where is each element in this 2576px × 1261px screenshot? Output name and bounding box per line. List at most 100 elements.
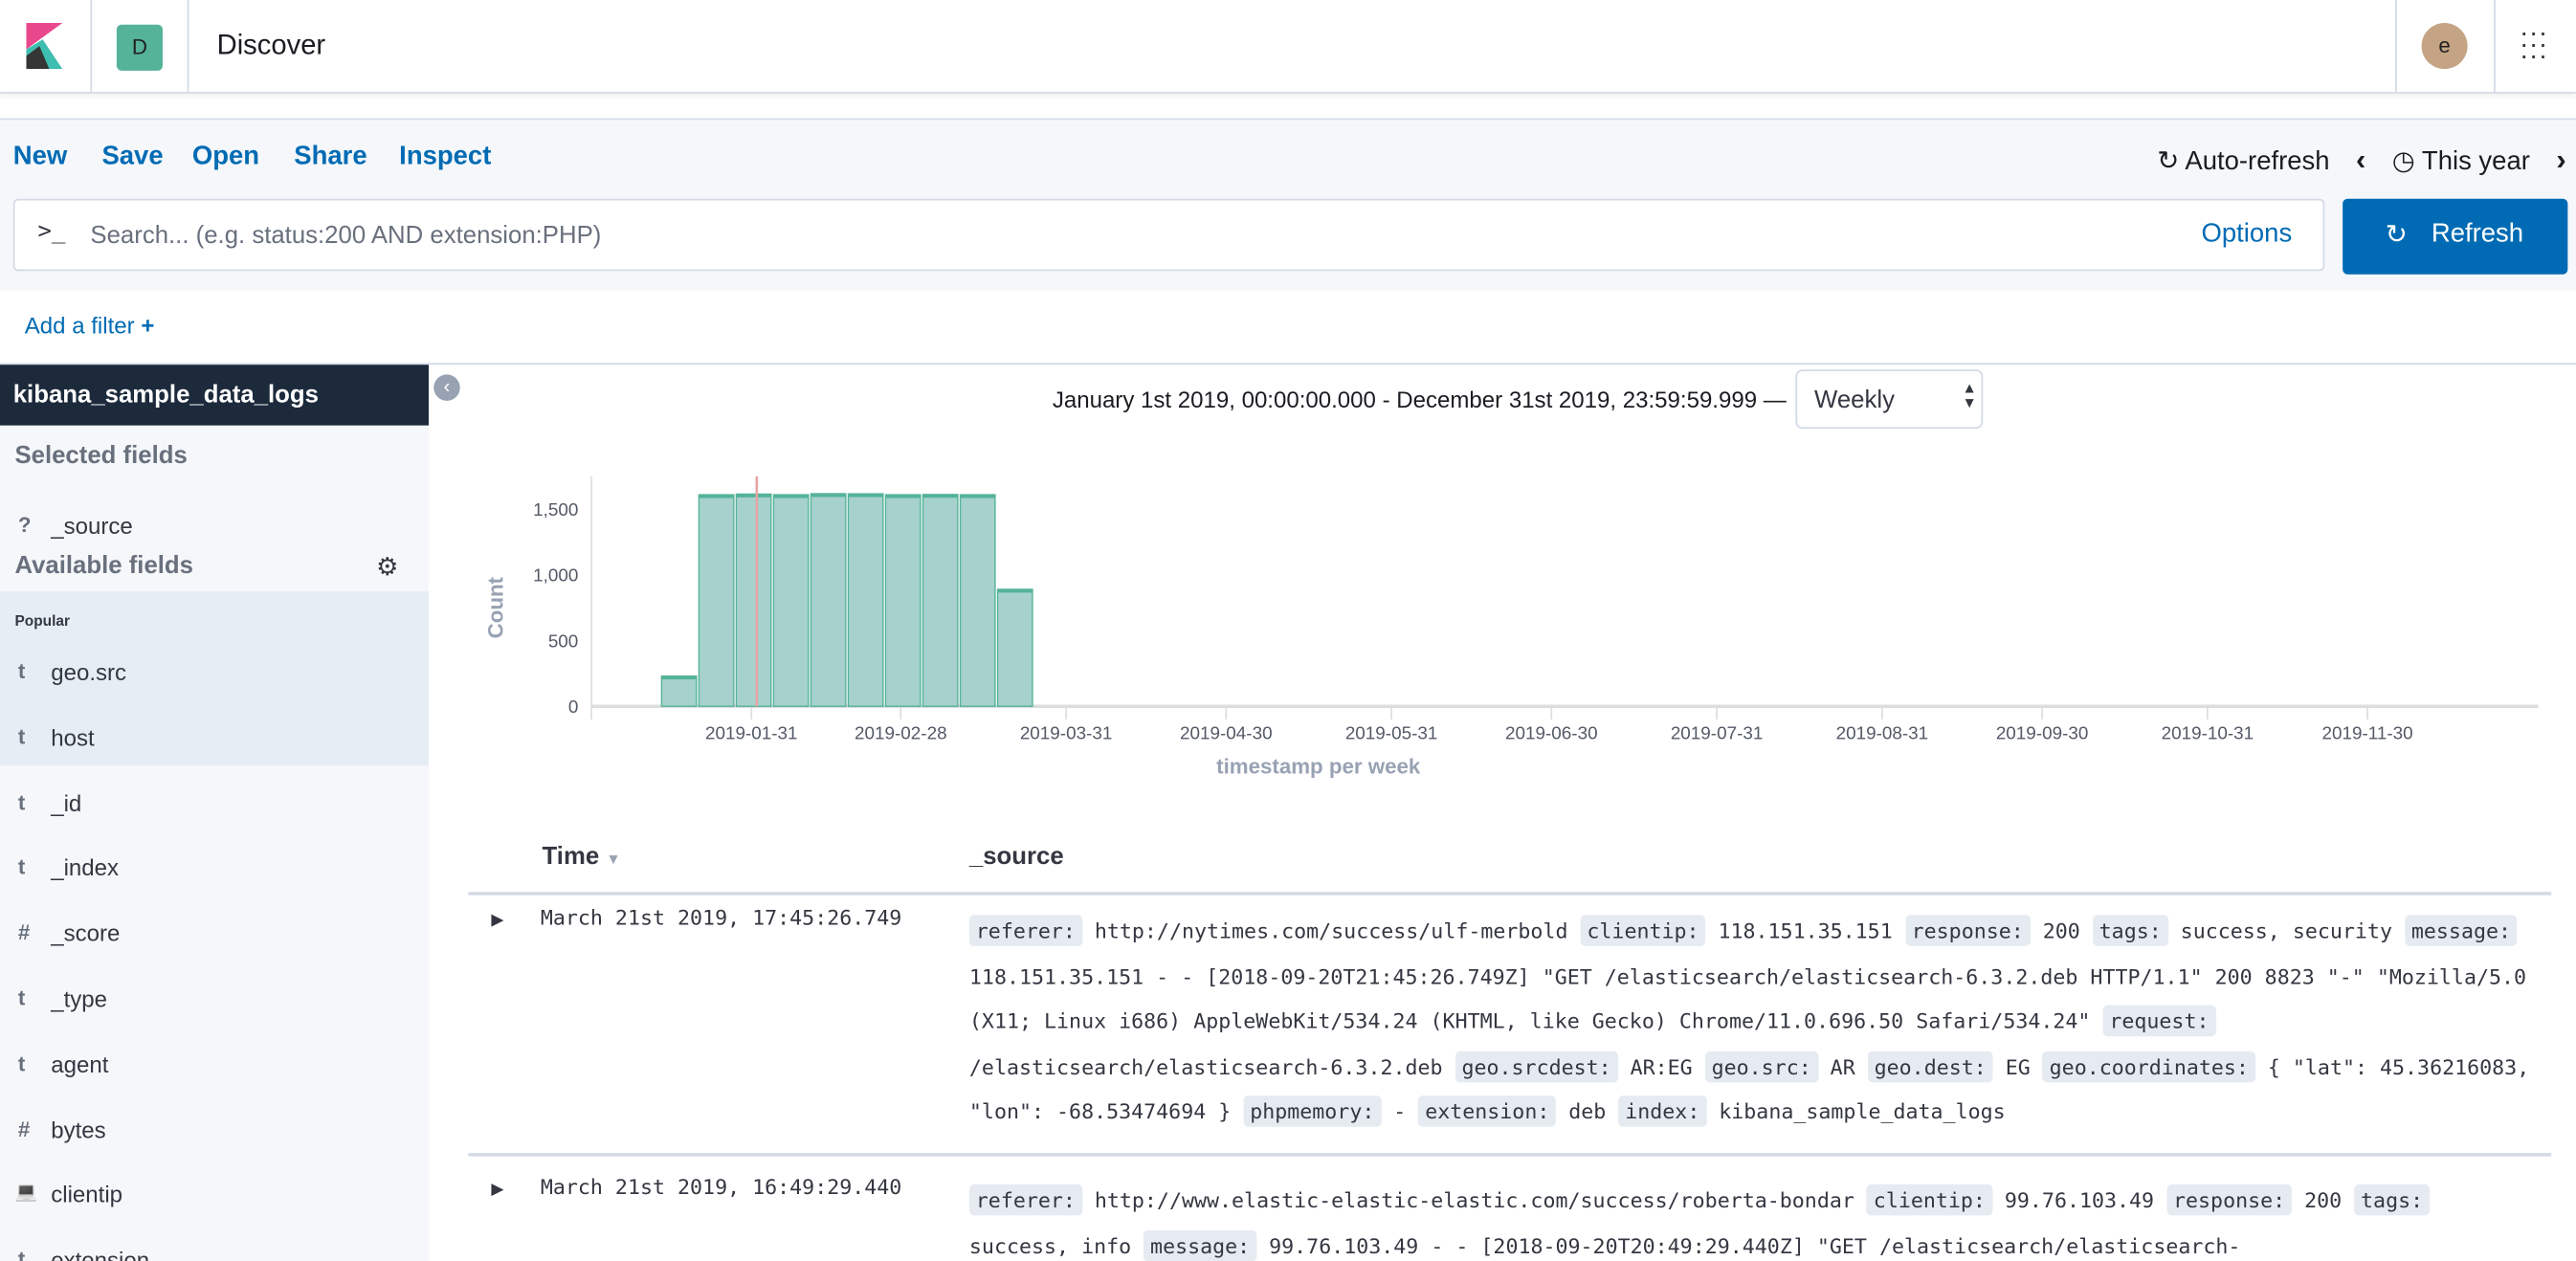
- time-picker-button[interactable]: ◷ This year: [2392, 144, 2530, 176]
- x-tick-label: 2019-08-31: [1836, 724, 1929, 744]
- y-tick-label: 500: [548, 631, 579, 652]
- field-id[interactable]: t _id: [0, 771, 429, 835]
- y-tick-label: 1,000: [533, 566, 578, 586]
- bar-top: [885, 495, 921, 498]
- histogram-bar: [847, 493, 884, 707]
- field-value: http://nytimes.com/success/ulf-merbold: [1094, 918, 1568, 943]
- histogram-bar: [959, 494, 996, 707]
- field-name: host: [51, 723, 95, 751]
- collapse-sidebar-icon[interactable]: ‹: [433, 374, 460, 401]
- open-button[interactable]: Open: [191, 143, 260, 171]
- x-tick-label: 2019-02-28: [855, 724, 947, 744]
- field-value: kibana_sample_data_logs: [1719, 1098, 2006, 1124]
- expand-row-toggle-icon[interactable]: ▶: [491, 911, 504, 930]
- x-tick-label: 2019-05-31: [1345, 724, 1438, 744]
- save-button[interactable]: Save: [101, 143, 164, 171]
- field-value: 99.76.103.49: [2004, 1187, 2155, 1212]
- field-score[interactable]: # _score: [0, 902, 429, 966]
- plus-icon: +: [141, 312, 155, 339]
- sort-caret-icon[interactable]: ▼: [606, 851, 621, 868]
- field-label: tags:: [2354, 1184, 2431, 1216]
- histogram-bar: [660, 675, 698, 707]
- inspect-button[interactable]: Inspect: [399, 143, 492, 171]
- field-host[interactable]: t host: [0, 706, 429, 770]
- field-name: _score: [51, 919, 121, 947]
- field-clientip[interactable]: 💻 clientip: [0, 1163, 429, 1228]
- time-column-header[interactable]: Time ▼: [543, 843, 621, 871]
- x-tick-label: 2019-01-31: [705, 724, 798, 744]
- add-filter-button[interactable]: Add a filter +: [25, 312, 155, 338]
- x-tick-label: 2019-07-31: [1671, 724, 1764, 744]
- next-range-chevron-icon[interactable]: ›: [2556, 143, 2566, 176]
- field-value: { "lat": 45.36216083, "lon": -68.5347469…: [968, 1053, 2530, 1124]
- field-geosrc[interactable]: t geo.src: [0, 641, 429, 705]
- field-source[interactable]: ? _source: [0, 495, 429, 559]
- field-label: index:: [1618, 1095, 1707, 1127]
- time-range-text: January 1st 2019, 00:00:00.000 - Decembe…: [1052, 386, 1787, 412]
- field-agent[interactable]: t agent: [0, 1033, 429, 1097]
- x-tick-label: 2019-04-30: [1180, 724, 1273, 744]
- interval-select[interactable]: Weekly ▲ ▼: [1796, 369, 1984, 430]
- user-avatar[interactable]: e: [2421, 23, 2468, 70]
- search-bar[interactable]: >_ Search... (e.g. status:200 AND extens…: [12, 198, 2325, 272]
- y-axis-title: Count: [483, 576, 507, 638]
- field-name: _source: [51, 512, 133, 540]
- unknown-type-icon: ?: [17, 512, 32, 538]
- bar-top: [699, 495, 734, 498]
- field-value: success, info: [968, 1232, 1132, 1258]
- field-sidebar: kibana_sample_data_logs Selected fields …: [0, 365, 430, 1261]
- options-button[interactable]: Options: [2201, 220, 2293, 249]
- index-pattern-selector[interactable]: kibana_sample_data_logs: [0, 365, 430, 426]
- refresh-icon: ↻: [2157, 146, 2180, 175]
- field-name: agent: [51, 1051, 109, 1077]
- new-button[interactable]: New: [12, 143, 68, 171]
- field-type[interactable]: t _type: [0, 967, 429, 1031]
- expand-row-toggle-icon[interactable]: ▶: [491, 1181, 504, 1200]
- apps-grid-icon[interactable]: ⋅⋅⋅ ⋅⋅⋅ ⋅⋅⋅: [2520, 21, 2549, 73]
- field-name: _index: [51, 854, 120, 881]
- auto-refresh-button[interactable]: ↻ Auto-refresh: [2157, 144, 2329, 176]
- search-input[interactable]: Search... (e.g. status:200 AND extension…: [90, 221, 602, 250]
- histogram-bar: [698, 494, 735, 707]
- field-label: geo.src:: [1704, 1050, 1818, 1082]
- bar-top: [661, 675, 697, 680]
- field-value: deb: [1568, 1098, 1607, 1124]
- previous-range-chevron-icon[interactable]: ‹: [2356, 143, 2366, 176]
- x-axis-title: timestamp per week: [1216, 755, 1421, 779]
- field-value: AR:EG: [1630, 1053, 1693, 1079]
- top-nav-menu: New Save Open Share Inspect ↻ Auto-refre…: [0, 118, 2576, 291]
- field-value: 200: [2304, 1187, 2343, 1212]
- field-extension[interactable]: t extension: [0, 1228, 429, 1261]
- bar-top: [997, 588, 1033, 593]
- x-tick-label: 2019-11-30: [2322, 724, 2413, 744]
- auto-refresh-label: Auto-refresh: [2185, 146, 2330, 175]
- field-label: referer:: [968, 915, 1082, 946]
- y-tick-label: 1,500: [533, 500, 578, 520]
- number-type-icon: #: [17, 919, 31, 945]
- space-avatar[interactable]: D: [116, 24, 163, 71]
- popular-fields-group: [0, 591, 430, 766]
- bar-top: [922, 494, 958, 498]
- field-label: clientip:: [1580, 915, 1706, 946]
- field-label: response:: [1904, 915, 2031, 946]
- clock-icon: ◷: [2391, 146, 2415, 175]
- field-label: message:: [1144, 1229, 1257, 1261]
- x-tick-label: 2019-03-31: [1020, 724, 1113, 744]
- row-timestamp: March 21st 2019, 16:49:29.440: [540, 1174, 902, 1200]
- share-button[interactable]: Share: [294, 143, 367, 171]
- popular-heading: Popular: [14, 612, 70, 630]
- field-value: http://www.elastic-elastic-elastic.com/s…: [1094, 1187, 1854, 1212]
- histogram-bar: [922, 494, 959, 707]
- x-tick-label: 2019-10-31: [2162, 724, 2254, 744]
- x-tick-label: 2019-09-30: [1996, 724, 2089, 744]
- field-value: 118.151.35.151 - - [2018-09-20T21:45:26.…: [968, 962, 2527, 1033]
- refresh-button[interactable]: ↻ Refresh: [2343, 198, 2568, 275]
- field-label: phpmemory:: [1243, 1095, 1382, 1127]
- field-bytes[interactable]: # bytes: [0, 1098, 429, 1162]
- row-divider: [468, 1153, 2552, 1157]
- field-index[interactable]: t _index: [0, 837, 429, 901]
- gear-icon[interactable]: ⚙: [376, 553, 399, 582]
- kibana-logo-icon[interactable]: [26, 23, 63, 70]
- string-type-icon: t: [17, 658, 26, 684]
- add-filter-label: Add a filter: [24, 312, 135, 339]
